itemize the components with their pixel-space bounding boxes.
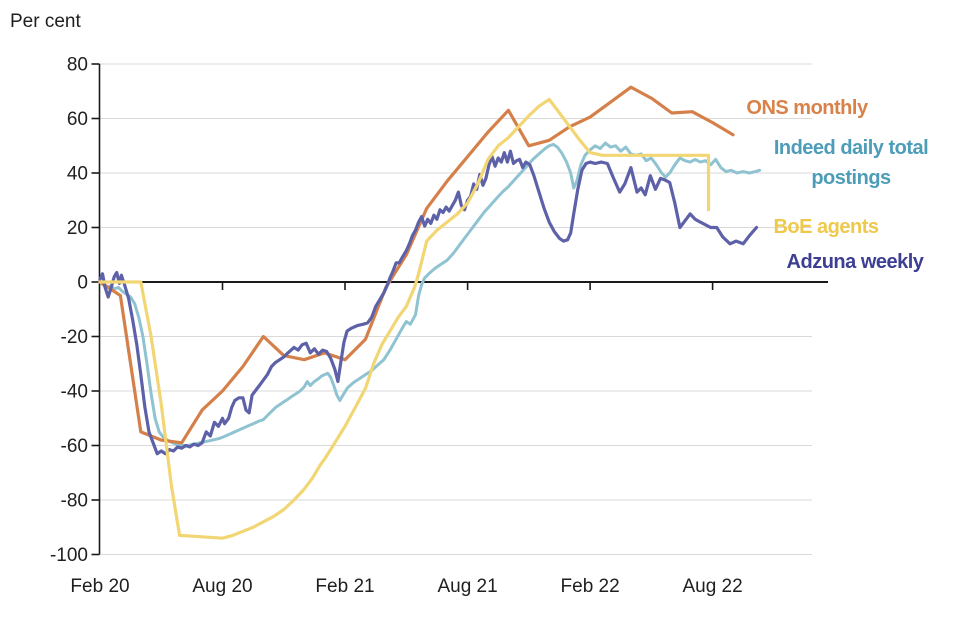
x-tick-label: Aug 21 [437,576,497,597]
x-tick-label: Aug 22 [682,576,742,597]
series-line-boe-agents [98,97,711,540]
axis-layer: 80 60 40 20 0 -20 -40 -60 -80 -100 Feb 20 Aug 20 Feb… [50,55,828,597]
legend-label: ONS monthly [746,97,869,119]
y-tick-label: 80 [67,55,88,76]
x-tick-label: Feb 20 [70,576,129,597]
x-tick-label: Feb 21 [315,576,374,597]
legend-label: BoE agents [773,216,878,238]
legend-label: Indeed daily total [774,137,928,159]
series-line-indeed-daily-total-postings [98,141,762,447]
y-tick-label: -40 [61,382,88,403]
x-tick-label: Feb 22 [561,576,620,597]
y-tick-label: -20 [61,327,88,348]
series-layer [98,85,762,540]
x-tick-label: Aug 20 [192,576,252,597]
y-tick-label: 0 [77,273,88,294]
legend-label: Adzuna weekly [787,251,925,273]
y-tick-label: 20 [67,218,88,239]
y-tick-label: 40 [67,164,88,185]
legend-label: postings [811,167,891,189]
y-tick-label: -100 [50,545,88,566]
y-tick-label: 60 [67,109,88,130]
y-tick-label: -60 [61,436,88,457]
gridline-layer [100,63,812,555]
y-axis-title: Per cent [10,11,81,32]
series-line-adzuna-weekly [98,149,759,456]
legend-layer: ONS monthly Indeed daily total postings BoE… [746,97,928,273]
series-line-ons-monthly [98,85,735,445]
y-tick-label: -80 [61,491,88,512]
